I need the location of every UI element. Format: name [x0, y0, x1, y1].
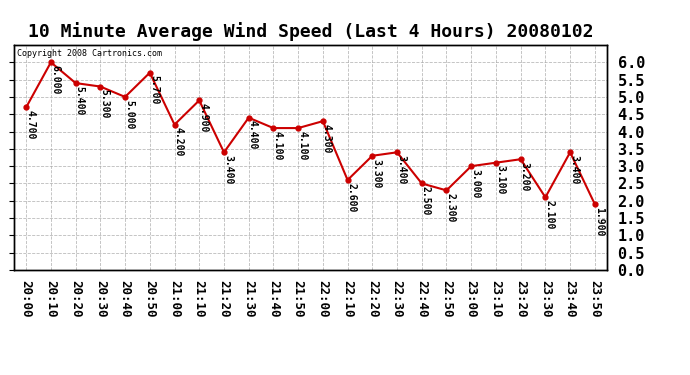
Text: 3.400: 3.400: [396, 155, 406, 184]
Text: 2.100: 2.100: [544, 200, 555, 230]
Text: 4.900: 4.900: [199, 103, 208, 132]
Text: 5.300: 5.300: [99, 89, 110, 119]
Text: 3.000: 3.000: [471, 169, 480, 198]
Text: 3.100: 3.100: [495, 165, 505, 195]
Text: 4.100: 4.100: [273, 131, 283, 160]
Text: 3.400: 3.400: [569, 155, 580, 184]
Text: 4.100: 4.100: [297, 131, 307, 160]
Text: 1.900: 1.900: [594, 207, 604, 236]
Text: 5.700: 5.700: [149, 75, 159, 105]
Text: 3.300: 3.300: [371, 159, 382, 188]
Text: Copyright 2008 Cartronics.com: Copyright 2008 Cartronics.com: [17, 50, 161, 58]
Text: 4.700: 4.700: [26, 110, 35, 140]
Title: 10 Minute Average Wind Speed (Last 4 Hours) 20080102: 10 Minute Average Wind Speed (Last 4 Hou…: [28, 22, 593, 40]
Text: 2.300: 2.300: [446, 193, 455, 222]
Text: 3.200: 3.200: [520, 162, 530, 191]
Text: 4.400: 4.400: [248, 120, 258, 150]
Text: 5.400: 5.400: [75, 86, 85, 115]
Text: 6.000: 6.000: [50, 65, 60, 94]
Text: 2.500: 2.500: [421, 186, 431, 216]
Text: 4.300: 4.300: [322, 124, 332, 153]
Text: 3.400: 3.400: [223, 155, 233, 184]
Text: 4.200: 4.200: [174, 128, 184, 157]
Text: 2.600: 2.600: [347, 183, 357, 212]
Text: 5.000: 5.000: [124, 100, 135, 129]
